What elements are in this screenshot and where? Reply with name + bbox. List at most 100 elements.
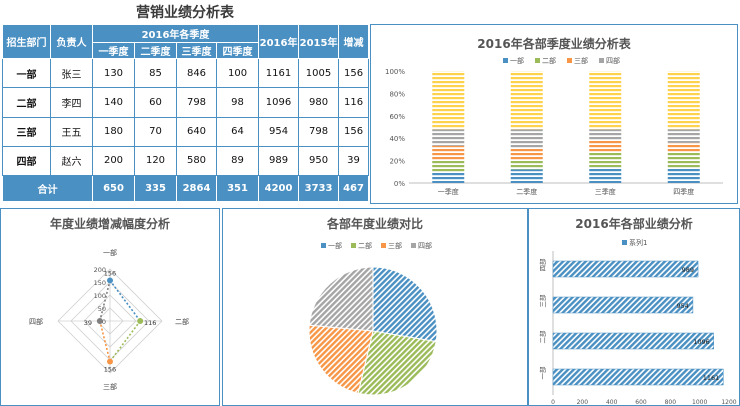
total-q4: 351: [215, 175, 260, 202]
stack-segment: [432, 172, 465, 183]
table-row: 一部 张三 130 85 846 100 1161 1005 156: [2, 57, 370, 89]
stack-segment: [667, 152, 700, 168]
hbar-chart-title: 2016年各部业绩分析: [575, 217, 693, 231]
legend-swatch: [535, 58, 540, 63]
quarterly-chart-panel: 2016年各部季度业绩分析表 一部 二部 三部 四部 0% 20% 40% 60% 80% 100…: [370, 24, 738, 204]
legend-label: 四部: [418, 241, 432, 250]
total-row: 合计 650 335 2864 351 4200 3733 467: [2, 175, 370, 202]
cell-person: 王五: [50, 116, 93, 147]
stack-segment-top: [510, 71, 543, 130]
hbar: [552, 296, 694, 314]
cell-2015: 950: [298, 145, 340, 177]
total-q3: 2864: [176, 175, 217, 202]
cell-dept: 二部: [2, 87, 51, 118]
cell-change: 39: [338, 145, 370, 177]
hbar: [552, 260, 699, 278]
cell-q3: 798: [176, 87, 217, 118]
x-tick-label: 三季度: [595, 187, 616, 196]
legend-swatch: [381, 243, 386, 248]
legend-swatch: [351, 243, 356, 248]
quarterly-chart-svg: 一部 二部 三部 四部 0% 20% 40% 60% 80% 100% 一季度 二季度 三季度 四季度: [385, 56, 723, 196]
cell-q1: 130: [92, 57, 135, 89]
pie-chart-svg: 一部 二部 三部 四部: [308, 241, 438, 396]
cell-q2: 70: [134, 116, 177, 147]
cell-q1: 180: [92, 116, 135, 147]
cell-q1: 140: [92, 87, 135, 118]
cell-2015: 980: [298, 87, 340, 118]
pie-chart-panel: 各部年度业绩对比 一部 二部 三部 四部: [222, 208, 528, 406]
legend-swatch: [503, 58, 508, 63]
header-q1: 一季度: [92, 42, 135, 59]
stack-segment: [589, 140, 622, 153]
x-tick-label: 1200: [721, 399, 736, 405]
cell-q2: 60: [134, 87, 177, 118]
legend-label: 一部: [510, 56, 524, 65]
stack-segment: [667, 142, 700, 153]
hbar-value-label: 954: [676, 302, 688, 310]
radar-tick-label: 50: [98, 305, 106, 313]
quarterly-chart-title: 2016年各部季度业绩分析表: [477, 37, 631, 51]
hbar-category-label: 三部: [538, 294, 547, 308]
total-q2: 335: [134, 175, 177, 202]
table-row: 四部 赵六 200 120 580 89 989 950 39: [2, 145, 370, 177]
radar-point: [107, 277, 113, 284]
x-tick-label: 800: [665, 399, 677, 405]
x-tick-label: 二季度: [516, 187, 537, 196]
radar-value-label: 156: [104, 269, 116, 277]
stack-segment: [432, 129, 465, 146]
x-tick-label: 600: [635, 399, 647, 405]
stack-segment: [510, 129, 543, 149]
radar-axis-label: 三部: [103, 382, 117, 391]
cell-q4: 100: [215, 57, 260, 89]
stack-segment: [510, 148, 543, 160]
cell-person: 赵六: [50, 145, 93, 177]
cell-2016: 989: [258, 145, 300, 177]
cell-q2: 120: [134, 145, 177, 177]
radar-tick-label: 150: [94, 279, 106, 287]
hbar-category-label: 四部: [538, 258, 547, 272]
radar-point: [137, 318, 144, 324]
pie-chart-title: 各部年度业绩对比: [326, 217, 423, 231]
legend-label: 四部: [606, 56, 620, 65]
header-2016: 2016年: [258, 24, 300, 59]
radar-axis-label: 二部: [175, 317, 189, 326]
x-tick-label: 四季度: [673, 187, 694, 196]
hbar: [552, 332, 714, 350]
y-tick-label: 40%: [389, 135, 405, 143]
stack-segment: [667, 167, 700, 183]
cell-2016: 954: [258, 116, 300, 147]
hbar: [552, 368, 724, 386]
header-q2: 二季度: [134, 42, 177, 59]
performance-table: 招生部门 负责人 2016年各季度 2016年 2015年 增减 一季度 二季度…: [2, 24, 370, 202]
y-tick-label: 80%: [389, 90, 405, 98]
cell-person: 张三: [50, 57, 93, 89]
legend-swatch: [599, 58, 604, 63]
stack-segment: [432, 145, 465, 161]
stack-segment-top: [667, 71, 700, 130]
cell-q2: 85: [134, 57, 177, 89]
legend-label: 二部: [358, 241, 372, 250]
radar-value-label: 39: [84, 319, 92, 327]
cell-q4: 64: [215, 116, 260, 147]
legend-label: 系列1: [629, 238, 647, 247]
legend-swatch: [411, 243, 416, 248]
header-q3: 三季度: [176, 42, 217, 59]
hbar-chart-svg: 系列1 1161 一部 1096 二部 954 三部 989 四部 0 200 400 600 800 10…: [538, 238, 737, 405]
total-2015: 3733: [298, 175, 340, 202]
cell-dept: 一部: [2, 57, 51, 89]
page-title: 营销业绩分析表: [136, 5, 234, 21]
x-tick-label: 一季度: [438, 187, 459, 196]
stack-segment: [432, 160, 465, 173]
header-person: 负责人: [50, 24, 93, 59]
hbar-category-label: 一部: [538, 366, 547, 380]
cell-2016: 1096: [258, 87, 300, 118]
cell-person: 李四: [50, 87, 93, 118]
cell-q3: 580: [176, 145, 217, 177]
cell-change: 156: [338, 116, 370, 147]
radar-value-label: 156: [104, 366, 116, 374]
table-row: 三部 王五 180 70 640 64 954 798 156: [2, 116, 370, 147]
legend-swatch: [321, 243, 326, 248]
stack-segment: [510, 169, 543, 183]
radar-value-label: 116: [144, 319, 156, 327]
